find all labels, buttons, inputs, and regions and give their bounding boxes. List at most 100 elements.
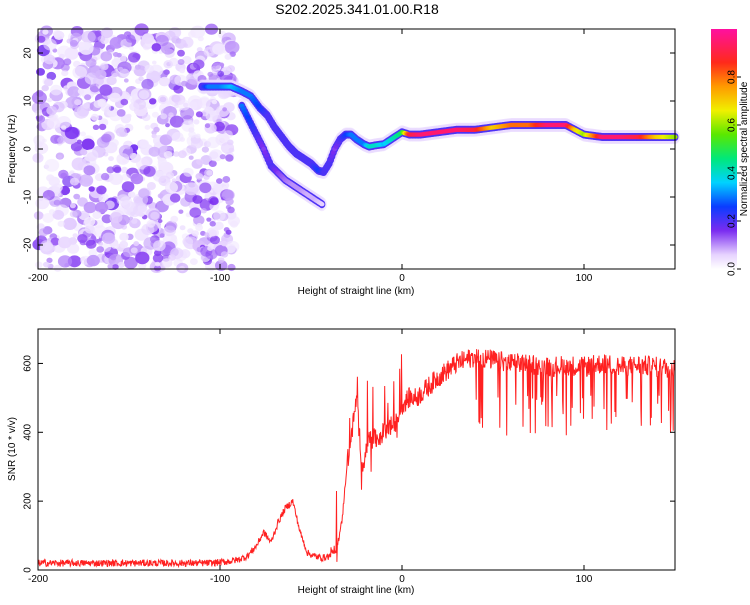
noise-blob xyxy=(116,194,130,206)
noise-blob xyxy=(212,184,223,193)
noise-blob xyxy=(63,58,72,66)
noise-blob xyxy=(78,41,85,48)
x-tick-label: -200 xyxy=(28,574,48,585)
x-tick-label: 100 xyxy=(576,273,593,284)
noise-blob xyxy=(207,71,214,77)
noise-blob xyxy=(38,228,49,237)
noise-blob xyxy=(190,137,204,149)
noise-blob xyxy=(181,120,195,132)
spectrogram-y-axis-label: Frequency (Hz) xyxy=(7,115,18,184)
noise-blob xyxy=(170,234,177,241)
noise-blob xyxy=(33,211,44,220)
y-tick-label: 20 xyxy=(23,47,34,59)
noise-blob xyxy=(110,241,120,249)
noise-blob xyxy=(158,76,170,87)
noise-blob xyxy=(109,92,121,103)
noise-blob xyxy=(130,247,138,254)
noise-blob xyxy=(223,130,233,139)
noise-blob xyxy=(33,135,45,146)
noise-blob xyxy=(96,246,105,253)
noise-blob xyxy=(64,126,79,140)
noise-blob xyxy=(119,68,130,78)
x-tick-label: 0 xyxy=(399,574,405,585)
y-tick-label: 0 xyxy=(23,146,34,152)
ridge-core xyxy=(264,153,270,158)
noise-blob xyxy=(67,86,81,98)
noise-blob xyxy=(113,166,122,174)
noise-blob xyxy=(85,239,97,249)
noise-blob xyxy=(146,219,156,228)
x-tick-label: 0 xyxy=(399,273,405,284)
colorbar-ticks: 0.0 0.2 0.4 0.6 0.8 xyxy=(727,70,741,276)
snr-x-axis-label: Height of straight line (km) xyxy=(298,585,415,596)
noise-blob xyxy=(193,119,200,125)
noise-blob xyxy=(133,65,147,77)
noise-blob xyxy=(110,139,119,147)
noise-blob xyxy=(108,156,114,162)
noise-blob xyxy=(229,220,239,228)
noise-blob xyxy=(138,90,150,100)
noise-blob xyxy=(215,260,228,271)
noise-blob xyxy=(220,251,229,258)
noise-blob xyxy=(112,264,119,270)
noise-blob xyxy=(141,113,151,122)
noise-blob xyxy=(224,40,240,54)
noise-blob xyxy=(206,217,212,222)
noise-blob xyxy=(115,127,127,137)
y-tick-label: 0 xyxy=(23,567,34,573)
noise-blob xyxy=(56,116,71,129)
figure-title: S202.2025.341.01.00.R18 xyxy=(275,1,439,17)
noise-blob xyxy=(163,151,173,159)
noise-blob xyxy=(80,256,86,261)
noise-blob xyxy=(125,34,136,43)
noise-blob xyxy=(220,240,228,247)
noise-blob xyxy=(177,99,191,111)
noise-blob xyxy=(52,183,63,193)
noise-blob xyxy=(46,257,53,263)
noise-blob xyxy=(188,131,197,138)
noise-blob xyxy=(157,193,164,199)
snr-y-ticks: 0 200 400 600 xyxy=(23,355,675,573)
noise-blob xyxy=(86,254,100,267)
noise-blob xyxy=(43,38,57,51)
noise-blob xyxy=(79,174,94,187)
noise-blob xyxy=(173,151,180,157)
noise-blob xyxy=(196,223,202,228)
noise-blob xyxy=(141,78,154,90)
noise-blob xyxy=(220,142,235,154)
noise-blob xyxy=(58,236,72,249)
noise-blob xyxy=(69,203,76,209)
noise-blob xyxy=(217,70,225,77)
ridge-core xyxy=(328,157,334,162)
noise-blob xyxy=(212,43,226,55)
y-tick-label: -20 xyxy=(23,237,34,252)
noise-blob xyxy=(74,99,82,106)
noise-blob xyxy=(101,133,112,143)
noise-blob xyxy=(178,150,187,159)
noise-blob xyxy=(157,94,168,104)
noise-blob xyxy=(141,33,154,44)
noise-blob xyxy=(170,215,179,223)
noise-blob xyxy=(166,100,171,105)
noise-blob xyxy=(208,160,217,168)
y-tick-label: 400 xyxy=(23,424,34,441)
noise-blob xyxy=(142,43,151,51)
noise-blob xyxy=(160,42,175,55)
noise-blob xyxy=(77,234,88,243)
noise-blob xyxy=(46,71,57,81)
y-tick-label: 10 xyxy=(23,95,34,107)
ridge-core xyxy=(262,150,268,155)
noise-blob xyxy=(161,258,173,268)
noise-blob xyxy=(227,263,236,272)
noise-blob xyxy=(149,98,157,105)
noise-blob xyxy=(170,247,184,260)
noise-blob xyxy=(57,255,73,268)
spectrogram-y-ticks: -20 -10 0 10 20 xyxy=(23,47,675,252)
noise-blob xyxy=(209,149,223,162)
noise-blob xyxy=(129,102,140,112)
noise-blob xyxy=(95,201,109,214)
noise-blob xyxy=(181,80,188,87)
colorbar-tick-label: 0.4 xyxy=(727,166,738,180)
noise-blob xyxy=(90,113,99,121)
noise-blob xyxy=(213,210,226,222)
